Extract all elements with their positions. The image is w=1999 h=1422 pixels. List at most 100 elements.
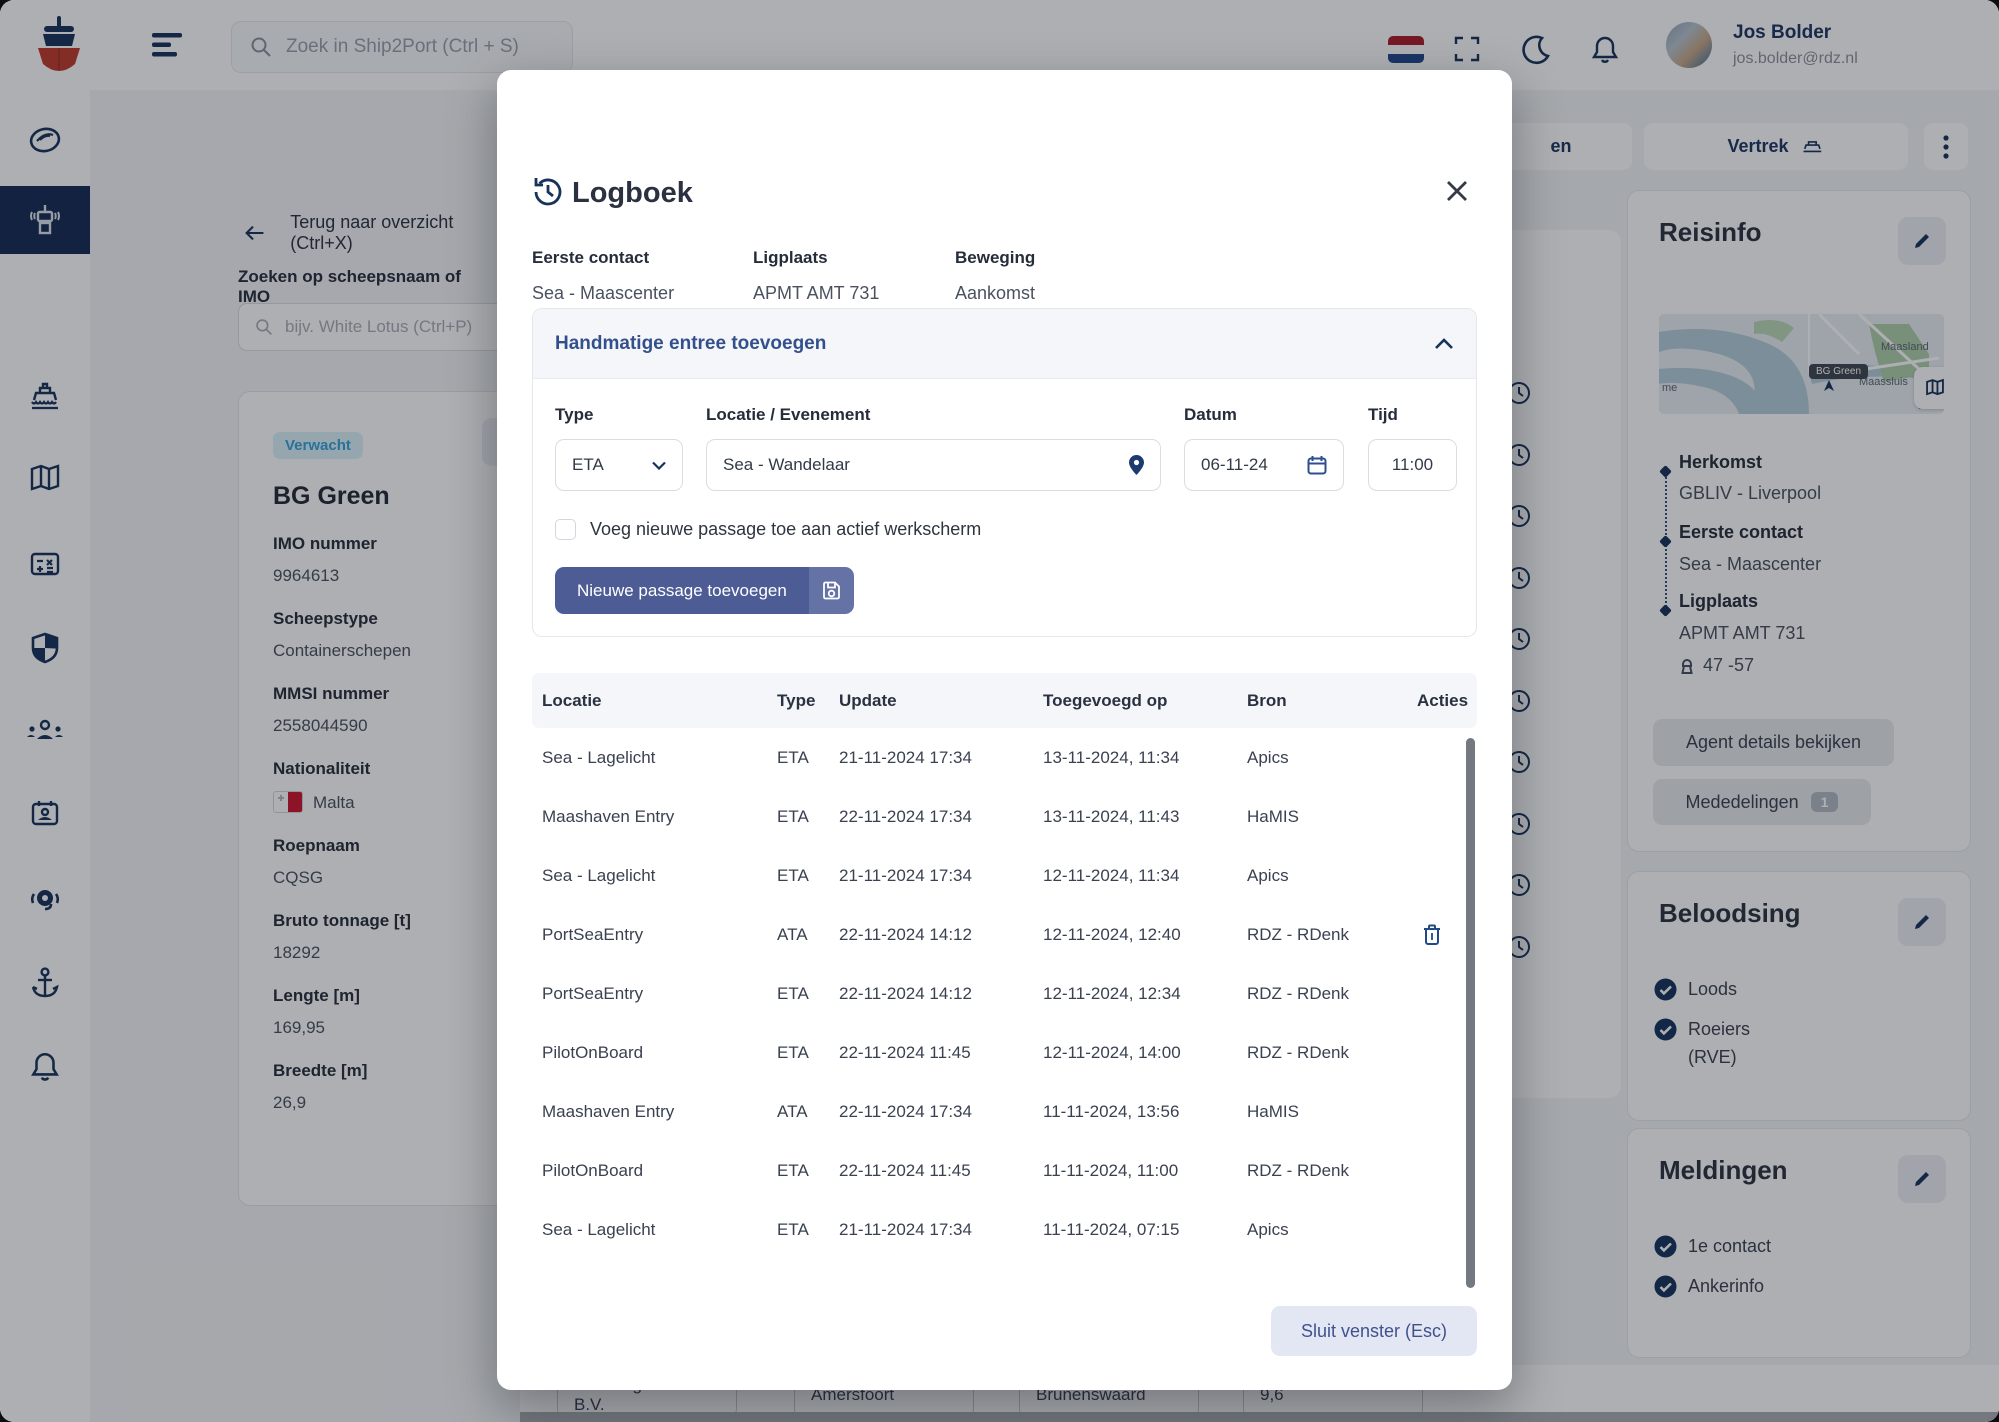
beloodsing-card: Beloodsing Loods Roeiers (RVE)	[1627, 871, 1971, 1121]
nav-dashboard-icon[interactable]	[0, 106, 90, 174]
notifications-bell-icon[interactable]	[1589, 34, 1621, 66]
user-name: Jos Bolder	[1733, 22, 1832, 43]
dark-mode-moon-icon[interactable]	[1520, 34, 1552, 66]
logboek-modal: Logboek Eerste contact Sea - Maascenter …	[497, 70, 1512, 1390]
route-map[interactable]: Maasland Maassluis Vlaard me BG Green	[1659, 314, 1944, 414]
reisinfo-title: Reisinfo	[1659, 217, 1762, 247]
type-label: Type	[555, 405, 594, 424]
table-row: PortSeaEntry ETA 22-11-2024 14:12 12-11-202…	[542, 983, 1350, 1003]
back-label: Terug naar overzicht (Ctrl+X)	[290, 212, 454, 253]
hamburger-menu-icon[interactable]	[150, 30, 188, 60]
manual-entry-header[interactable]: Handmatige entree toevoegen	[533, 309, 1476, 379]
check-circle-icon	[1654, 1018, 1677, 1041]
ship-name: BG Green	[273, 482, 390, 510]
beloodsing-item-sub: (RVE)	[1688, 1047, 1737, 1067]
beloodsing-title: Beloodsing	[1659, 898, 1801, 928]
close-window-button[interactable]: Sluit venster (Esc)	[1271, 1306, 1477, 1356]
nav-alerts-bell-icon[interactable]	[0, 1033, 90, 1101]
edit-beloodsing-button[interactable]	[1898, 898, 1946, 946]
ship-logo-icon	[38, 16, 80, 71]
pencil-icon	[1915, 234, 1929, 248]
language-flag-nl-icon[interactable]	[1388, 36, 1424, 63]
nav-port-control-active[interactable]	[0, 186, 90, 254]
field-label: MMSI nummer	[273, 684, 390, 703]
partial-action-button[interactable]: en	[1490, 123, 1632, 170]
close-modal-button[interactable]	[1435, 169, 1479, 213]
tijd-input[interactable]: 11:00	[1368, 439, 1457, 491]
ship-search-label: Zoeken op scheepsnaam of IMO	[238, 267, 461, 306]
map-label: me	[1662, 382, 1678, 394]
search-icon	[256, 319, 272, 335]
edit-reisinfo-button[interactable]	[1898, 217, 1946, 265]
werkscherm-checkbox-row[interactable]: Voeg nieuwe passage toe aan actief werks…	[555, 519, 981, 540]
field-value: 26,9	[273, 1093, 307, 1112]
nav-team-icon[interactable]	[0, 698, 90, 766]
chevron-up-icon	[1435, 337, 1453, 349]
vertrek-button[interactable]: Vertrek	[1644, 123, 1908, 170]
fullscreen-icon[interactable]	[1452, 34, 1482, 64]
close-icon	[1447, 181, 1467, 201]
malta-flag-icon	[273, 791, 303, 813]
table-scrollbar[interactable]	[1466, 738, 1475, 1288]
field-label: Scheepstype	[273, 609, 378, 628]
agent-details-button[interactable]: Agent details bekijken	[1653, 719, 1894, 766]
bottom-divider	[520, 1412, 1999, 1422]
mededelingen-button[interactable]: Mededelingen 1	[1653, 779, 1871, 825]
field-value: 169,95	[273, 1018, 325, 1037]
field-value: Malta	[313, 793, 355, 812]
datum-label: Datum	[1184, 405, 1237, 424]
type-select[interactable]: ETA	[555, 439, 683, 491]
nav-anchor-icon[interactable]	[0, 949, 90, 1017]
werkscherm-checkbox[interactable]	[555, 519, 576, 540]
nav-calculator-icon[interactable]	[0, 530, 90, 598]
nav-map-icon[interactable]	[0, 445, 90, 513]
check-circle-icon	[1654, 978, 1677, 1001]
map-icon	[1926, 378, 1944, 396]
edit-meldingen-button[interactable]	[1898, 1155, 1946, 1203]
meta-value: Aankomst	[955, 283, 1036, 303]
app-logo[interactable]	[30, 12, 88, 76]
tijd-label: Tijd	[1368, 405, 1398, 424]
open-map-button[interactable]	[1914, 367, 1944, 409]
nav-ships-icon[interactable]	[0, 363, 90, 431]
locatie-label: Locatie / Evenement	[706, 405, 871, 424]
ship-search-placeholder: bijv. White Lotus (Ctrl+P)	[285, 317, 473, 336]
save-segment[interactable]	[808, 567, 854, 614]
delete-entry-button[interactable]	[1417, 924, 1467, 945]
locatie-input[interactable]: Sea - Wandelaar	[706, 439, 1161, 491]
field-value: 18292	[273, 943, 321, 962]
datum-input[interactable]: 06-11-24	[1184, 439, 1344, 491]
vessel-map-tooltip: BG Green	[1809, 364, 1869, 379]
meldingen-card: Meldingen 1e contact Ankerinfo	[1627, 1128, 1971, 1358]
table-row: Maashaven Entry ETA 22-11-2024 17:34 13-11-…	[542, 806, 1299, 826]
check-circle-icon	[1654, 1235, 1677, 1258]
back-arrow-icon	[245, 225, 264, 241]
nav-security-shield-icon[interactable]	[0, 614, 90, 682]
user-email: jos.bolder@rdz.nl	[1733, 50, 1858, 67]
timeline-value: GBLIV - Liverpool	[1679, 483, 1822, 503]
table-row: PilotOnBoard ETA 22-11-2024 11:45 12-11-202…	[542, 1042, 1350, 1062]
nav-support-headset-icon[interactable]	[0, 865, 90, 933]
back-to-overview-link[interactable]: Terug naar overzicht (Ctrl+X)	[245, 212, 475, 254]
more-options-button[interactable]	[1924, 123, 1968, 170]
table-row: Sea - Lagelicht ETA 21-11-2024 17:34 11-11-…	[542, 1219, 1289, 1239]
meta-value: Sea - Maascenter	[532, 283, 675, 303]
global-search-input[interactable]: Zoek in Ship2Port (Ctrl + S)	[231, 21, 573, 73]
beloodsing-item-loods: Loods	[1654, 978, 1970, 1001]
manual-entry-section: Handmatige entree toevoegen Type ETA Loc…	[532, 308, 1477, 637]
mededelingen-count-badge: 1	[1810, 792, 1839, 812]
vertrek-label: Vertrek	[1727, 136, 1789, 156]
nav-contacts-badge-icon[interactable]	[0, 780, 90, 848]
user-avatar[interactable]	[1666, 22, 1712, 68]
check-circle-icon	[1654, 1275, 1677, 1298]
manual-entry-title: Handmatige entree toevoegen	[555, 332, 827, 354]
meta-value: APMT AMT 731	[753, 283, 880, 303]
search-icon	[251, 37, 271, 57]
field-value: 9964613	[273, 566, 340, 585]
add-passage-button[interactable]: Nieuwe passage toevoegen	[555, 567, 854, 614]
vessel-marker-icon	[1824, 380, 1834, 391]
partial-button-label: en	[1550, 136, 1572, 156]
field-label: IMO nummer	[273, 534, 377, 553]
field-label: Breedte [m]	[273, 1061, 368, 1080]
